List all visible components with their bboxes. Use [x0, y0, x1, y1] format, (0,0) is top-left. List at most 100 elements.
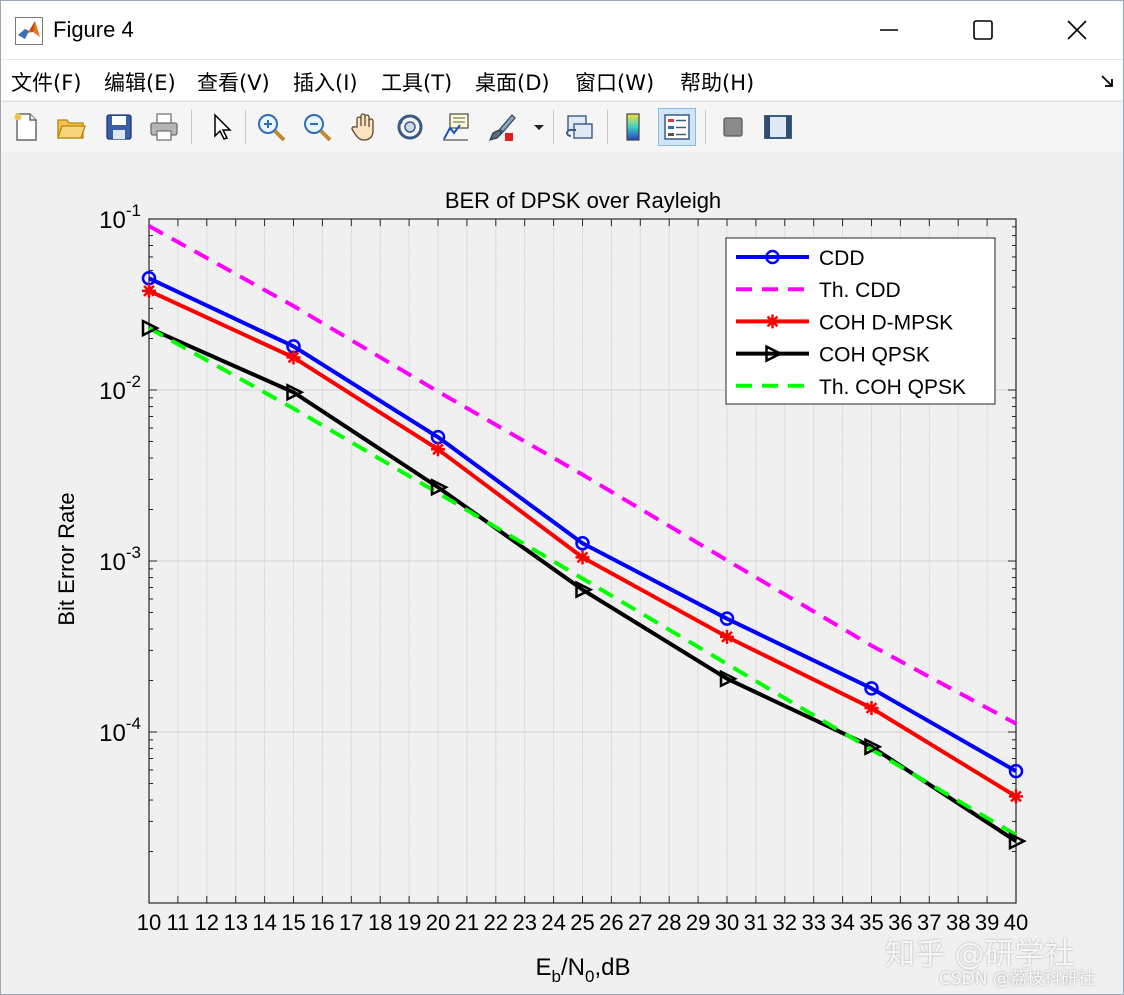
insert-colorbar-button[interactable] [614, 108, 652, 146]
rotate-button[interactable] [391, 108, 429, 146]
x-tick-label: 30 [715, 910, 739, 935]
data-cursor-button[interactable] [437, 108, 475, 146]
zoom-in-button[interactable] [252, 108, 290, 146]
insert-legend-button[interactable] [658, 108, 696, 146]
watermark-csdn: CSDN @荔枝科研社 [939, 964, 1095, 989]
print-button[interactable] [145, 108, 183, 146]
close-button[interactable] [1031, 1, 1123, 59]
show-plot-tools-button[interactable] [759, 108, 797, 146]
legend-label: COH QPSK [819, 344, 930, 367]
open-file-button[interactable] [52, 108, 90, 146]
x-tick-label: 25 [570, 910, 594, 935]
zoom-out-icon [301, 111, 333, 143]
x-tick-label: 19 [397, 910, 421, 935]
menu-help[interactable]: 帮助(H) [680, 67, 754, 97]
open-folder-icon [55, 111, 87, 143]
zoom-out-button[interactable] [298, 108, 336, 146]
x-tick-label: 28 [657, 910, 681, 935]
brush-dropdown-icon [533, 121, 545, 133]
x-tick-label: 12 [195, 910, 219, 935]
ber-chart: 10 11 12 13 14 15 16 17 18 19 20 21 22 23 24 25 26 27 28 29… [1, 152, 1123, 994]
hide-plot-tools-button[interactable] [714, 108, 752, 146]
toolbar [1, 101, 1123, 153]
x-tick-label: 35 [859, 910, 883, 935]
x-tick-label: 32 [773, 910, 797, 935]
minimize-icon [879, 20, 899, 40]
menu-bar: 文件(F) 编辑(E) 查看(V) 插入(I) 工具(T) 桌面(D) 窗口(W… [1, 60, 1123, 100]
menu-file[interactable]: 文件(F) [11, 67, 81, 97]
maximize-icon [973, 20, 993, 40]
menu-view[interactable]: 查看(V) [197, 67, 270, 97]
data-point [142, 284, 156, 298]
x-axis-label-unit: ,dB [594, 954, 630, 981]
x-tick-label: 11 [166, 910, 189, 935]
x-axis-label-sub-0: 0 [585, 967, 594, 986]
y-tick-label: 10-3 [99, 543, 141, 576]
x-tick-label: 27 [628, 910, 652, 935]
menu-desktop[interactable]: 桌面(D) [475, 67, 550, 97]
minimize-button[interactable] [843, 1, 935, 59]
x-tick-label: 13 [223, 910, 247, 935]
x-tick-label: 10 [137, 910, 161, 935]
x-tick-label: 14 [252, 910, 276, 935]
menu-window[interactable]: 窗口(W) [575, 67, 654, 97]
link-plot-icon [564, 111, 596, 143]
legend-label: Th. COH QPSK [819, 376, 966, 399]
x-tick-label: 18 [368, 910, 392, 935]
x-axis-label-e: E [536, 954, 552, 981]
undock-arrow-icon[interactable] [1099, 73, 1115, 89]
x-tick-label: 21 [455, 910, 479, 935]
brush-dropdown-button[interactable] [529, 108, 549, 146]
x-tick-label: 15 [281, 910, 305, 935]
legend-icon [661, 111, 693, 143]
matlab-logo-icon [15, 17, 43, 45]
x-tick-label: 23 [512, 910, 536, 935]
legend[interactable]: CDD Th. CDD COH D-MPSK COH QPSK Th. COH QPSK [726, 238, 995, 404]
x-tick-label: 24 [541, 910, 565, 935]
window-title: Figure 4 [53, 17, 134, 43]
brush-icon [486, 111, 518, 143]
rotate-3d-icon [394, 111, 426, 143]
colorbar-icon [617, 111, 649, 143]
x-tick-label: 17 [339, 910, 363, 935]
data-cursor-icon [440, 111, 472, 143]
new-figure-button[interactable] [7, 108, 45, 146]
y-tick-label: 10-1 [99, 201, 141, 234]
save-button[interactable] [100, 108, 138, 146]
x-axis-label-sub-b: b [552, 967, 561, 986]
x-tick-label: 33 [801, 910, 825, 935]
menu-edit[interactable]: 编辑(E) [104, 67, 176, 97]
brush-button[interactable] [483, 108, 521, 146]
link-plot-button[interactable] [561, 108, 599, 146]
hide-plot-tools-icon [717, 111, 749, 143]
pan-hand-icon [348, 111, 380, 143]
figure-canvas: 10 11 12 13 14 15 16 17 18 19 20 21 22 23 24 25 26 27 28 29… [1, 152, 1123, 994]
x-tick-label: 31 [744, 910, 768, 935]
x-tick-label: 26 [599, 910, 623, 935]
y-tick-label: 10-2 [99, 372, 141, 405]
show-plot-tools-icon [762, 111, 794, 143]
legend-label: CDD [819, 247, 865, 270]
pointer-icon [204, 111, 236, 143]
x-tick-label: 20 [426, 910, 450, 935]
edit-plot-button[interactable] [201, 108, 239, 146]
y-tick-label: 10-4 [99, 714, 141, 747]
print-icon [148, 111, 180, 143]
data-point [1010, 834, 1024, 848]
pan-button[interactable] [345, 108, 383, 146]
menu-insert[interactable]: 插入(I) [293, 67, 358, 97]
chart-title: BER of DPSK over Rayleigh [445, 188, 721, 213]
maximize-button[interactable] [937, 1, 1029, 59]
data-point [431, 442, 445, 456]
menu-tools[interactable]: 工具(T) [381, 67, 452, 97]
x-axis-label: Eb/N0,dB [536, 954, 631, 986]
title-bar: Figure 4 [1, 1, 1123, 60]
data-point [865, 701, 879, 715]
legend-marker [766, 314, 780, 328]
new-file-icon [10, 111, 42, 143]
zoom-in-icon [255, 111, 287, 143]
close-icon [1067, 20, 1087, 40]
data-point [287, 350, 301, 364]
save-icon [103, 111, 135, 143]
